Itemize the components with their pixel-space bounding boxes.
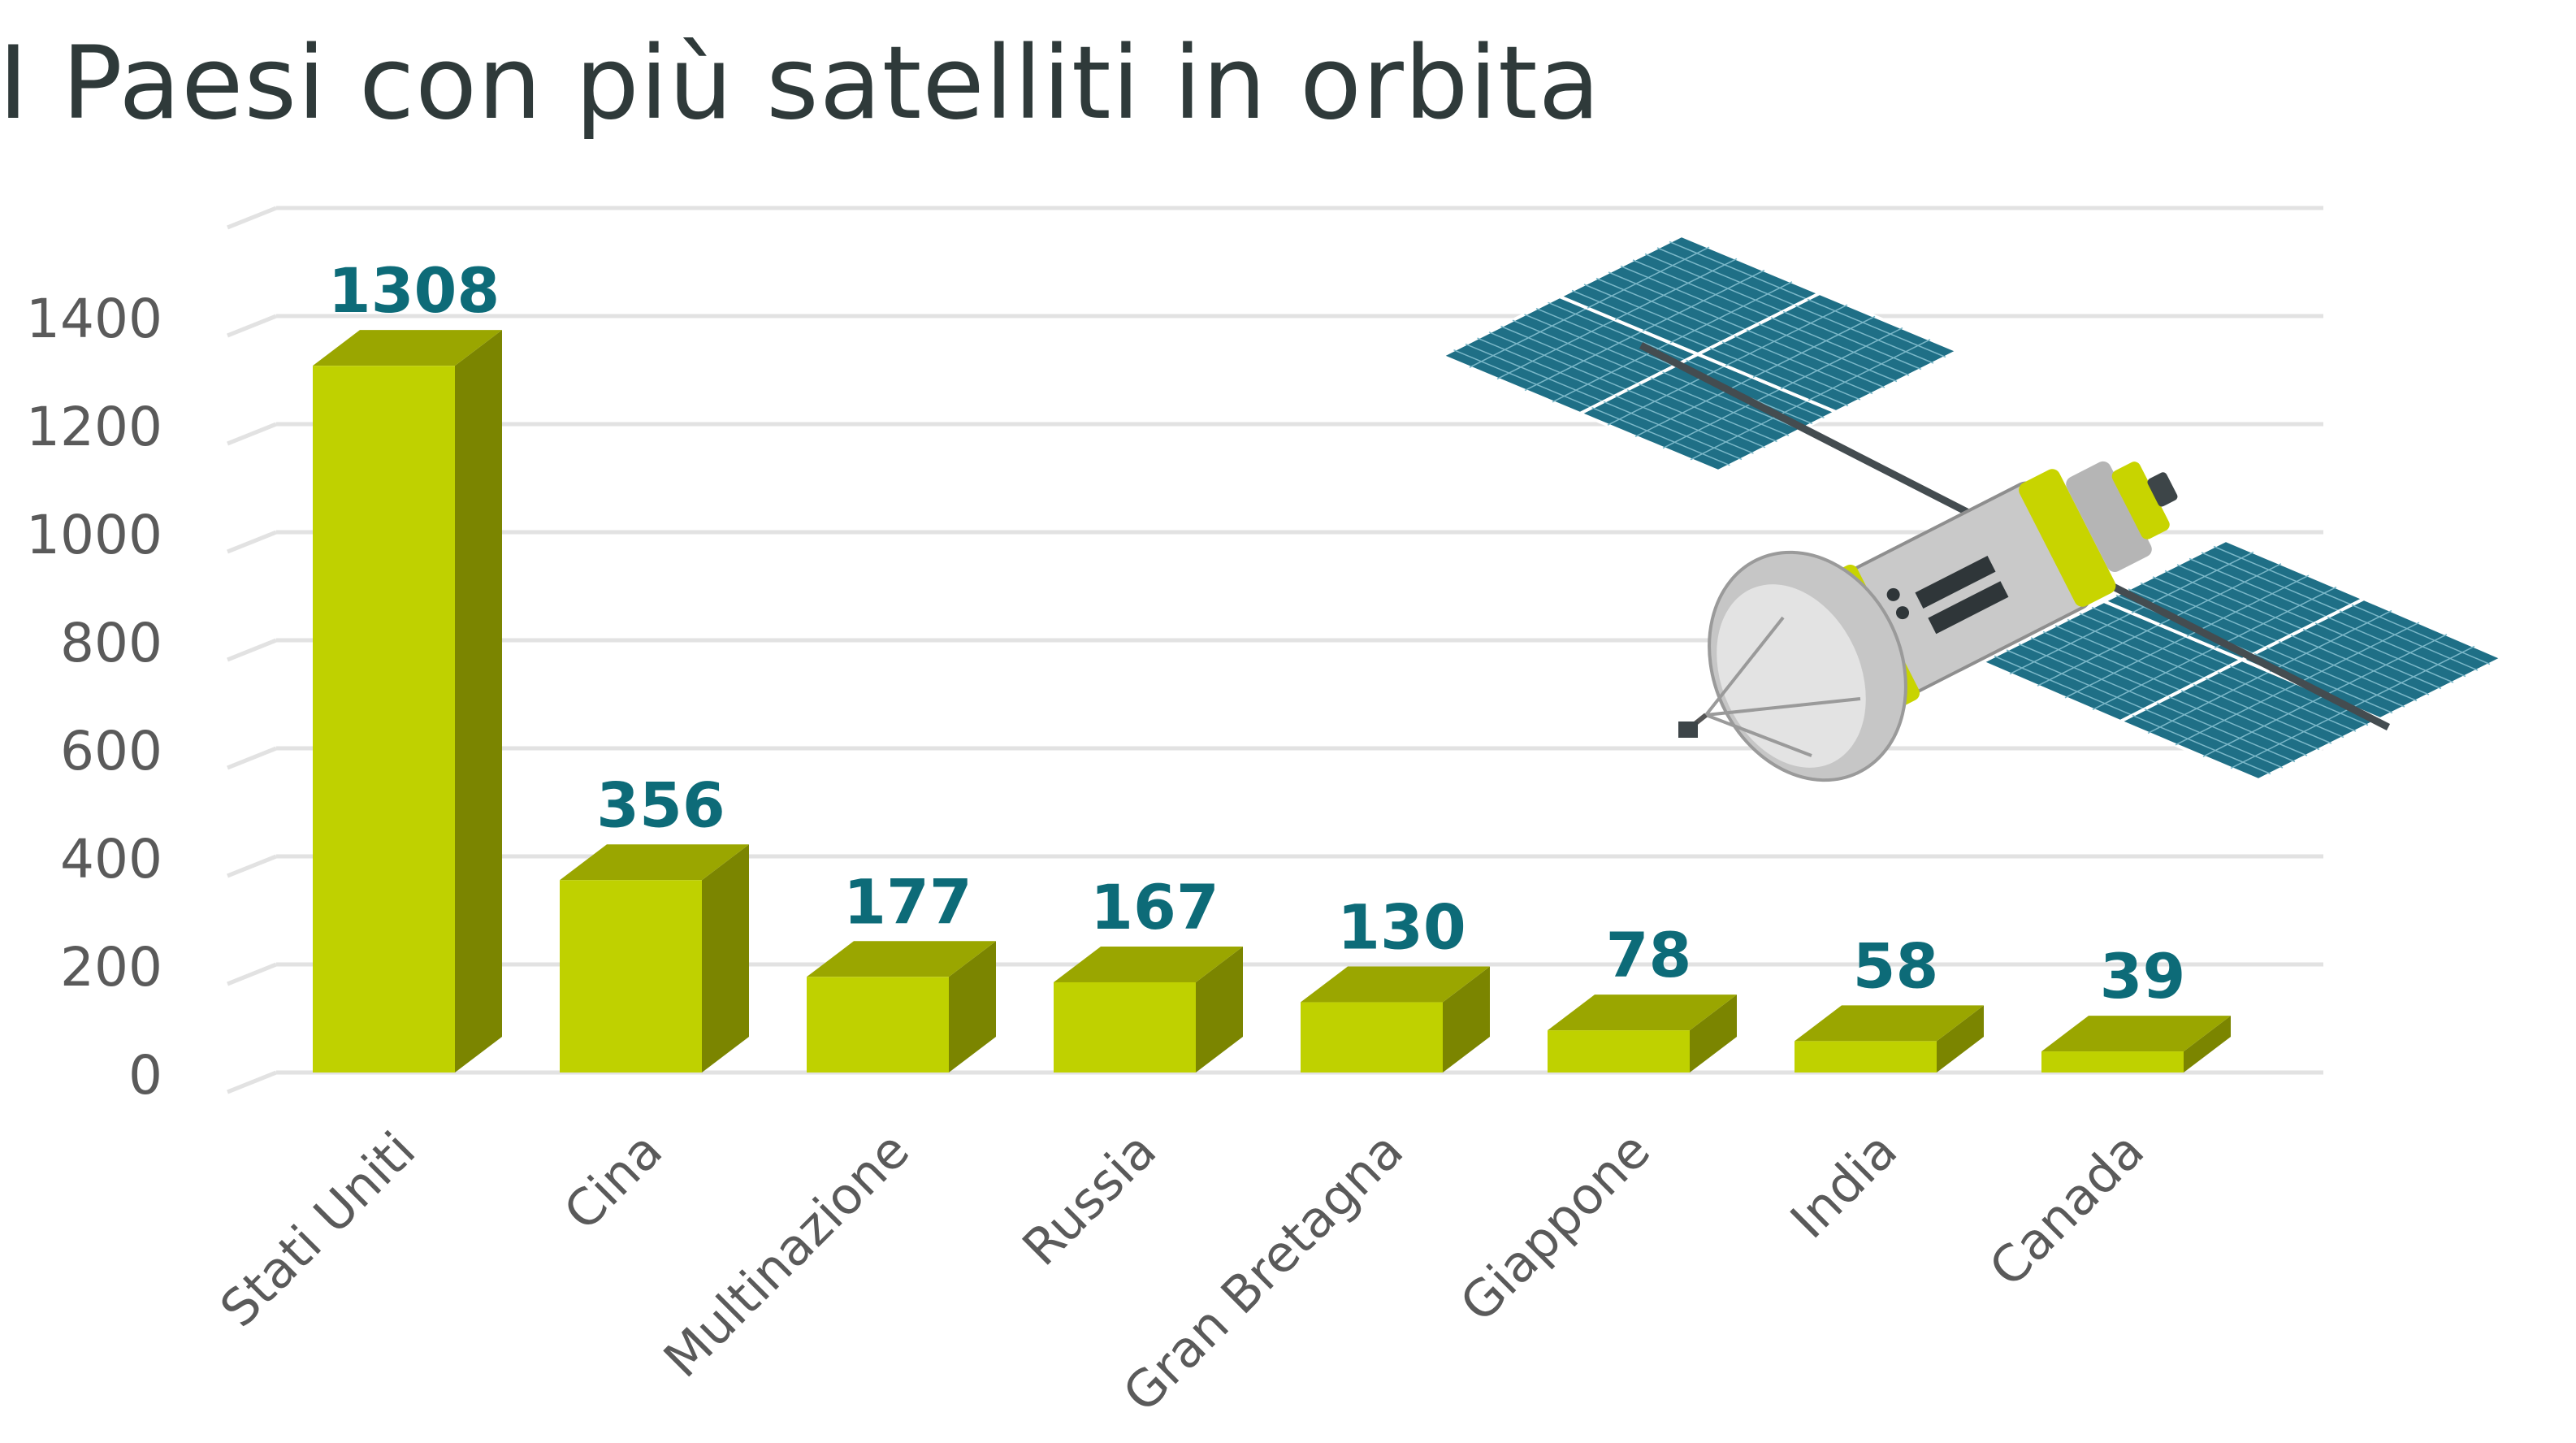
bar-top [807, 941, 996, 977]
grid-line-diagonal [227, 962, 277, 986]
value-labels: 1308 356 177 167 130 78 58 39 [328, 254, 2186, 1012]
grid-line-diagonal [227, 206, 277, 230]
bar [313, 330, 502, 1072]
bar-front [1301, 1002, 1443, 1072]
satellite-icon [1438, 233, 2506, 782]
x-tick-label: Giappone [1448, 1120, 1661, 1333]
data-label: 78 [1606, 919, 1692, 991]
bar [1548, 994, 1737, 1072]
bar-side [1443, 966, 1490, 1072]
grid-line-diagonal [227, 422, 277, 446]
bar-front [807, 977, 949, 1072]
solar-panel [2116, 657, 2384, 782]
y-tick-label: 200 [60, 936, 162, 999]
bar-top [2041, 1016, 2231, 1052]
bar-top [1548, 994, 1737, 1031]
bar-front [560, 880, 702, 1072]
data-label: 58 [1853, 930, 1939, 1002]
data-label: 39 [2100, 940, 2186, 1012]
grid-line-diagonal [227, 854, 277, 878]
bar-front [1548, 1030, 1690, 1072]
bar-top [1301, 966, 1490, 1003]
y-tick-label: 0 [128, 1044, 162, 1107]
x-tick-label: Stati Uniti [209, 1120, 426, 1338]
bar-front [1795, 1041, 1937, 1072]
bar [1054, 946, 1243, 1072]
grid-line-diagonal [227, 746, 277, 770]
bar [807, 941, 996, 1072]
bar-side [455, 330, 502, 1072]
grid-line-diagonal [227, 638, 277, 662]
x-tick-label: Russia [1011, 1120, 1167, 1277]
data-label: 167 [1090, 871, 1219, 943]
bar-side [1196, 946, 1243, 1072]
bar [560, 844, 749, 1072]
bar-front [2041, 1051, 2184, 1072]
y-tick-label: 800 [60, 612, 162, 674]
bar-front [1054, 982, 1196, 1072]
y-tick-label: 400 [60, 828, 162, 890]
x-tick-label: Cina [552, 1120, 673, 1242]
chart-title: I Paesi con più satelliti in orbita [0, 25, 1601, 142]
grid-line-diagonal [227, 1070, 277, 1094]
x-tick-label: India [1779, 1120, 1908, 1250]
y-tick-label: 1000 [26, 504, 162, 566]
bar-side [1690, 994, 1737, 1072]
bar [2041, 1016, 2231, 1072]
bar-side [2184, 1016, 2231, 1072]
bar-side [1937, 1005, 1984, 1072]
bar [1795, 1005, 1984, 1072]
bar-top [560, 844, 749, 881]
bar [1301, 966, 1490, 1072]
satellite-dish [1678, 550, 1907, 782]
data-label: 130 [1337, 891, 1466, 964]
bar-side [702, 844, 749, 1072]
data-label: 1308 [328, 254, 500, 327]
y-tick-label: 1400 [26, 288, 162, 350]
bar-side [949, 941, 996, 1072]
grid-line-diagonal [227, 530, 277, 554]
x-tick-label: Multinazione [652, 1120, 920, 1389]
data-label: 177 [843, 865, 972, 938]
bar-front [313, 366, 455, 1072]
y-axis-ticks: 0 200 400 600 800 1000 1200 1400 [26, 288, 162, 1107]
solar-panel [1694, 291, 1962, 414]
y-tick-label: 600 [60, 720, 162, 782]
bars [313, 330, 2231, 1072]
data-label: 356 [596, 769, 725, 841]
y-tick-label: 1200 [26, 396, 162, 458]
bar-top [313, 330, 502, 366]
bar-top [1054, 946, 1243, 982]
grid-line-diagonal [227, 314, 277, 338]
x-tick-label: Canada [1978, 1120, 2155, 1298]
bar-top [1795, 1005, 1984, 1042]
